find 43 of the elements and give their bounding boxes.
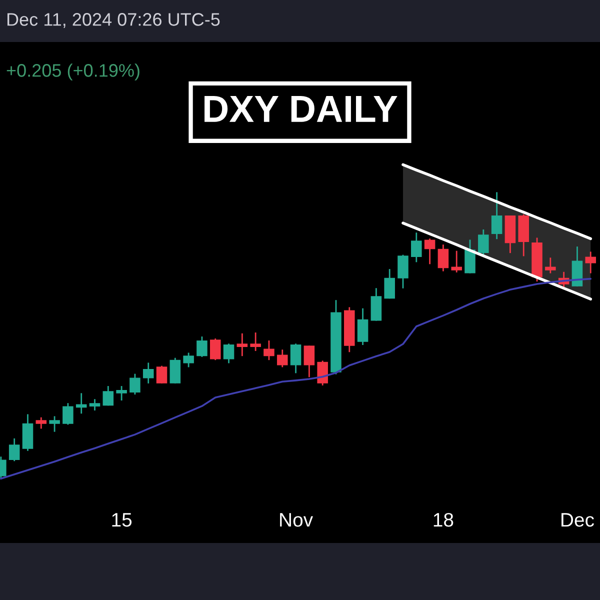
candlestick <box>276 350 288 368</box>
x-tick-label: 18 <box>434 512 454 527</box>
candlestick <box>142 362 154 384</box>
x-tick-label: Nov <box>280 513 313 527</box>
candlestick <box>250 332 261 351</box>
candlestick <box>585 252 596 274</box>
candlestick <box>196 336 208 357</box>
candlestick <box>464 240 476 274</box>
candlestick <box>236 333 248 356</box>
candlestick <box>290 344 302 374</box>
text: +0.205 (+0.19%) <box>6 64 140 80</box>
candlestick <box>357 308 368 346</box>
candlestick <box>304 346 315 378</box>
text: Dec 11, 2024 07:26 UTC-5 <box>7 13 220 28</box>
candlestick <box>170 358 181 384</box>
candlestick <box>491 192 502 240</box>
candlestick <box>36 417 47 429</box>
candlestick <box>370 288 382 321</box>
candlestick <box>210 338 221 360</box>
candlestick <box>545 258 556 274</box>
candlestick <box>451 250 462 272</box>
candlestick <box>317 360 328 386</box>
candlestick <box>478 229 489 256</box>
candlestick <box>8 438 20 462</box>
candlestick <box>438 244 449 272</box>
candlestick <box>156 366 168 384</box>
x-tick-label: 15 <box>112 513 132 527</box>
candlestick <box>384 269 395 299</box>
chart-title: DXY DAILY <box>204 96 398 122</box>
candlestick <box>116 386 127 401</box>
candlestick <box>89 399 100 410</box>
candlestick <box>411 232 422 262</box>
candlestick <box>49 416 60 432</box>
candlestick <box>183 352 194 368</box>
candlestick <box>130 374 140 395</box>
candlestick <box>62 403 74 425</box>
candlestick <box>76 393 87 414</box>
candlestick <box>264 340 274 360</box>
candlestick <box>102 386 114 406</box>
candlestick <box>398 254 408 288</box>
candlestick <box>424 238 436 264</box>
candlestick <box>223 344 234 364</box>
x-tick-label: Dec <box>562 513 594 527</box>
